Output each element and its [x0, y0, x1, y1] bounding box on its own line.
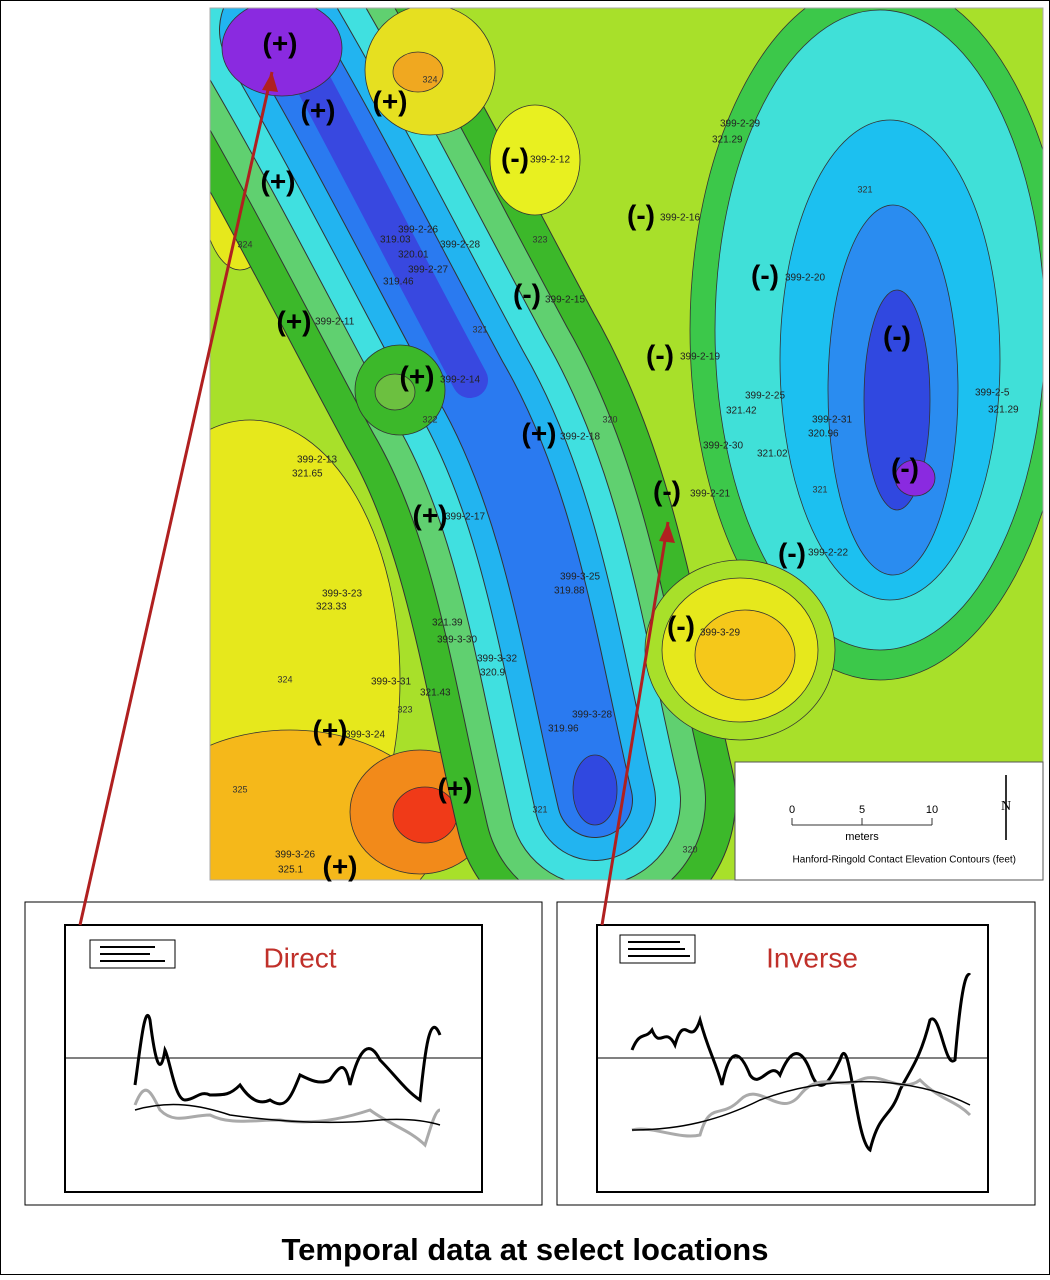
well-label: 399-3-25 — [560, 572, 600, 583]
inset-title: Inverse — [766, 942, 858, 973]
sign-marker: (+) — [438, 772, 473, 803]
well-label: 321.29 — [712, 135, 743, 146]
sign-marker: (-) — [646, 339, 674, 370]
well-label: 399-2-28 — [440, 240, 480, 251]
well-label: 399-2-11 — [315, 317, 355, 328]
well-label: 321.43 — [420, 688, 451, 699]
well-label: 320.96 — [808, 429, 839, 440]
sign-marker: (+) — [301, 94, 336, 125]
scale-label: 0 — [789, 804, 795, 816]
well-label: 321.29 — [988, 405, 1019, 416]
well-label: 399-2-16 — [660, 213, 700, 224]
well-label: 325.1 — [278, 865, 303, 876]
sign-marker: (-) — [778, 537, 806, 568]
pointer-arrow — [78, 71, 274, 926]
well-label: 399-3-32 — [477, 654, 517, 665]
sign-marker: (-) — [891, 452, 919, 483]
well-label: 399-3-23 — [322, 589, 362, 600]
well-label: 399-2-19 — [680, 352, 720, 363]
contour-label: 325 — [232, 784, 247, 794]
legend-box — [734, 761, 1044, 881]
well-label: 323.33 — [316, 602, 347, 613]
contour-label: 322 — [422, 414, 437, 424]
well-label: 319.46 — [383, 277, 414, 288]
well-label: 319.96 — [548, 724, 579, 735]
sign-marker: (+) — [277, 305, 312, 336]
well-label: 399-3-26 — [275, 850, 315, 861]
well-label: 399-2-17 — [445, 512, 485, 523]
arrow-head — [659, 522, 675, 543]
well-label: 399-3-24 — [345, 730, 385, 741]
well-label: 321.39 — [432, 618, 463, 629]
well-label: 321.02 — [757, 449, 788, 460]
well-label: 399-2-26 — [398, 225, 438, 236]
well-label: 319.88 — [554, 586, 585, 597]
contour-label: 324 — [422, 74, 437, 84]
scale-label: 5 — [859, 804, 865, 816]
well-label: 399-2-21 — [690, 489, 730, 500]
contour-label: 323 — [397, 704, 412, 714]
arrow-head — [262, 72, 278, 92]
inset-title: Direct — [263, 942, 336, 973]
contour-label: 324 — [277, 674, 292, 684]
well-label: 399-2-18 — [560, 432, 600, 443]
sign-marker: (+) — [261, 165, 296, 196]
contour-label: 320 — [682, 844, 697, 854]
sign-marker: (-) — [883, 320, 911, 351]
sign-marker: (-) — [653, 475, 681, 506]
contour-map — [210, 8, 1043, 880]
well-label: 399-2-27 — [408, 265, 448, 276]
contour-label: 321 — [857, 184, 872, 194]
well-label: 399-2-14 — [440, 375, 480, 386]
well-label: 399-2-15 — [545, 295, 585, 306]
well-label: 399-2-20 — [785, 273, 825, 284]
sign-marker: (-) — [627, 199, 655, 230]
sign-marker: (+) — [522, 417, 557, 448]
well-label: 399-3-31 — [371, 677, 411, 688]
well-label: 399-3-28 — [572, 710, 612, 721]
caption: Temporal data at select locations — [282, 1232, 769, 1267]
contour-label: 321 — [472, 324, 487, 334]
legend-title: Hanford-Ringold Contact Elevation Contou… — [793, 855, 1016, 866]
sign-marker: (+) — [323, 850, 358, 881]
well-label: 399-3-30 — [437, 635, 477, 646]
scale-label: 10 — [926, 804, 938, 816]
map-border — [209, 7, 1044, 881]
sign-marker: (+) — [263, 27, 298, 58]
well-label: 399-2-25 — [745, 391, 785, 402]
well-label: 399-2-30 — [703, 441, 743, 452]
well-label: 321.65 — [292, 469, 323, 480]
contour-label: 320 — [602, 414, 617, 424]
well-label: 399-2-31 — [812, 415, 852, 426]
sign-marker: (+) — [313, 714, 348, 745]
sign-marker: (-) — [751, 259, 779, 290]
north-label: N — [1001, 799, 1011, 814]
well-label: 399-2-22 — [808, 548, 848, 559]
well-label: 399-3-29 — [700, 628, 740, 639]
sign-marker: (-) — [667, 610, 695, 641]
scale-unit: meters — [845, 831, 879, 843]
sign-marker: (+) — [413, 499, 448, 530]
inset-direct: Direct — [24, 901, 543, 1206]
sign-marker: (-) — [501, 142, 529, 173]
well-label: 319.03 — [380, 235, 411, 246]
contour-label: 323 — [532, 234, 547, 244]
pointer-arrow — [600, 521, 670, 926]
sign-marker: (+) — [373, 85, 408, 116]
well-label: 399-2-29 — [720, 119, 760, 130]
contour-label: 321 — [812, 484, 827, 494]
inset-inverse: Inverse — [556, 901, 1036, 1206]
contour-label: 324 — [237, 239, 252, 249]
well-label: 321.42 — [726, 406, 757, 417]
contour-label: 321 — [532, 804, 547, 814]
well-label: 320.01 — [398, 250, 429, 261]
well-label: 399-2-13 — [297, 455, 337, 466]
well-label: 399-2-5 — [975, 388, 1010, 399]
sign-marker: (+) — [400, 360, 435, 391]
well-label: 399-2-12 — [530, 155, 570, 166]
sign-marker: (-) — [513, 278, 541, 309]
well-label: 320.9 — [480, 668, 505, 679]
map-labels: 399-2-29321.29399-2-12399-2-16399-2-2631… — [232, 27, 1019, 881]
